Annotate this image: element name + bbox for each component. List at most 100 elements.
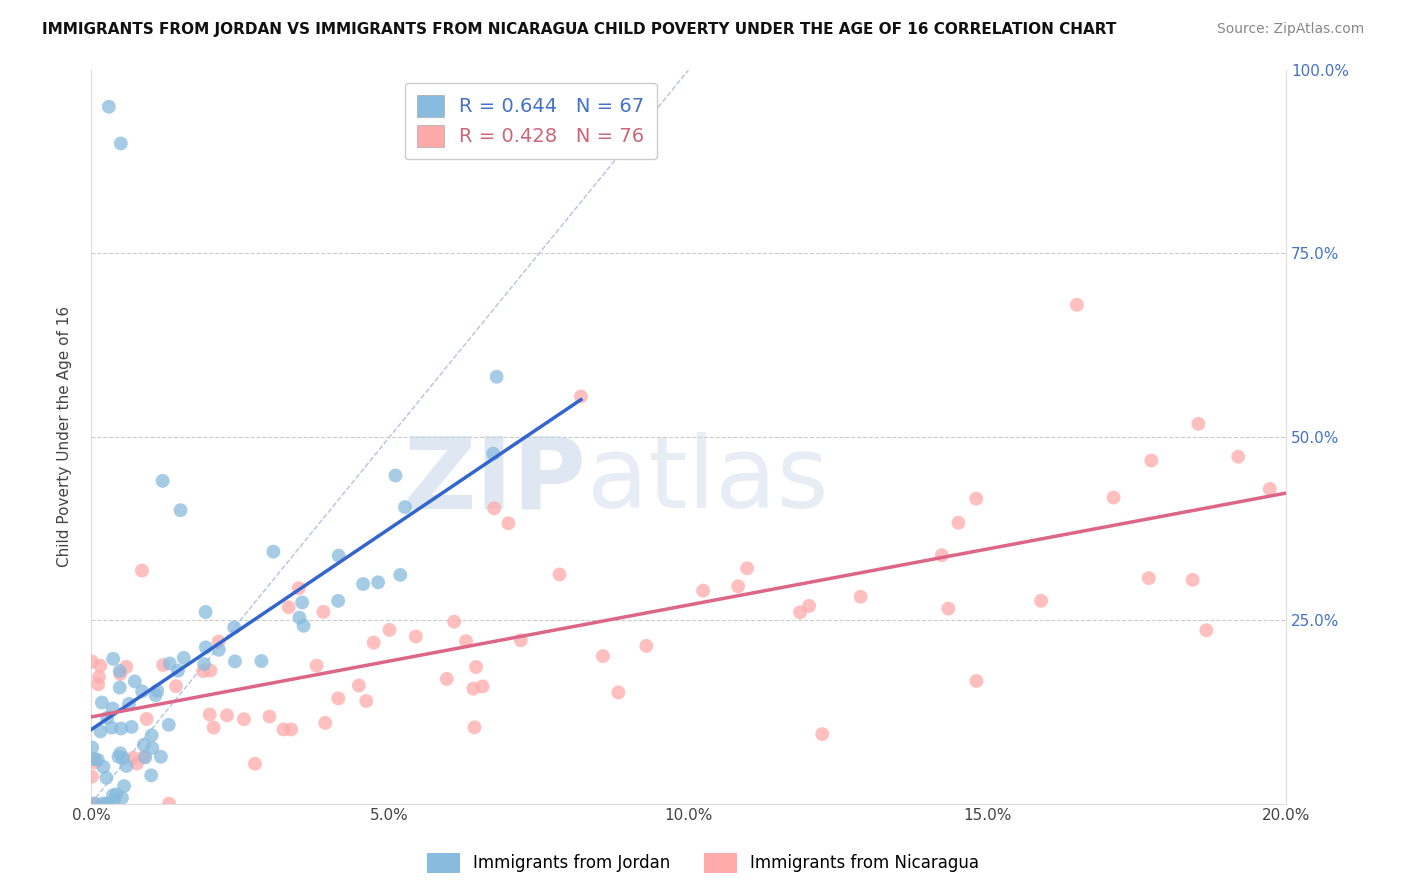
Immigrants from Jordan (97, 100, 120, 114)
Text: Source: ZipAtlas.com: Source: ZipAtlas.com (1216, 22, 1364, 37)
Immigrants from Nicaragua (931, 548, 953, 562)
Immigrants from Nicaragua (328, 691, 350, 706)
Immigrants from Nicaragua (965, 491, 987, 506)
Immigrants from Jordan (141, 741, 163, 756)
Immigrants from Jordan (141, 728, 163, 742)
Immigrants from Jordan (134, 750, 156, 764)
Immigrants from Jordan (110, 136, 132, 151)
Immigrants from Nicaragua (243, 756, 266, 771)
Immigrants from Jordan (291, 595, 314, 609)
Immigrants from Nicaragua (1140, 453, 1163, 467)
Immigrants from Jordan (485, 369, 508, 384)
Immigrants from Jordan (384, 468, 406, 483)
Immigrants from Nicaragua (936, 601, 959, 615)
Immigrants from Jordan (152, 474, 174, 488)
Immigrants from Jordan (93, 760, 115, 774)
Immigrants from Nicaragua (125, 756, 148, 771)
Immigrants from Jordan (90, 696, 112, 710)
Immigrants from Nicaragua (312, 605, 335, 619)
Immigrants from Nicaragua (277, 600, 299, 615)
Immigrants from Jordan (83, 797, 105, 811)
Immigrants from Nicaragua (232, 712, 254, 726)
Immigrants from Jordan (394, 500, 416, 515)
Immigrants from Nicaragua (443, 615, 465, 629)
Immigrants from Nicaragua (354, 694, 377, 708)
Immigrants from Jordan (208, 642, 231, 657)
Immigrants from Nicaragua (509, 633, 531, 648)
Immigrants from Jordan (250, 654, 273, 668)
Immigrants from Nicaragua (1137, 571, 1160, 585)
Immigrants from Jordan (224, 620, 246, 634)
Immigrants from Nicaragua (692, 583, 714, 598)
Immigrants from Jordan (328, 549, 350, 563)
Immigrants from Nicaragua (191, 664, 214, 678)
Immigrants from Nicaragua (1102, 491, 1125, 505)
Immigrants from Jordan (101, 701, 124, 715)
Immigrants from Jordan (94, 797, 117, 811)
Immigrants from Nicaragua (948, 516, 970, 530)
Immigrants from Nicaragua (259, 709, 281, 723)
Immigrants from Jordan (146, 683, 169, 698)
Immigrants from Nicaragua (200, 664, 222, 678)
Immigrants from Jordan (112, 779, 135, 793)
Immigrants from Nicaragua (89, 658, 111, 673)
Immigrants from Nicaragua (152, 658, 174, 673)
Immigrants from Nicaragua (280, 723, 302, 737)
Immigrants from Jordan (169, 503, 191, 517)
Immigrants from Jordan (110, 722, 132, 736)
Immigrants from Nicaragua (498, 516, 520, 531)
Immigrants from Jordan (110, 747, 132, 761)
Immigrants from Nicaragua (87, 670, 110, 684)
Immigrants from Jordan (83, 752, 105, 766)
Immigrants from Nicaragua (1258, 482, 1281, 496)
Immigrants from Nicaragua (569, 389, 592, 403)
Text: atlas: atlas (586, 433, 828, 529)
Immigrants from Jordan (108, 664, 131, 678)
Immigrants from Nicaragua (273, 723, 295, 737)
Immigrants from Jordan (288, 610, 311, 624)
Immigrants from Nicaragua (363, 635, 385, 649)
Immigrants from Nicaragua (1181, 573, 1204, 587)
Immigrants from Nicaragua (636, 639, 658, 653)
Immigrants from Jordan (111, 790, 134, 805)
Immigrants from Nicaragua (849, 590, 872, 604)
Immigrants from Jordan (101, 788, 124, 802)
Immigrants from Nicaragua (735, 561, 758, 575)
Immigrants from Nicaragua (1187, 417, 1209, 431)
Immigrants from Nicaragua (607, 685, 630, 699)
Immigrants from Nicaragua (592, 649, 614, 664)
Immigrants from Nicaragua (207, 634, 229, 648)
Immigrants from Nicaragua (84, 797, 107, 811)
Immigrants from Jordan (194, 640, 217, 655)
Immigrants from Jordan (103, 794, 125, 808)
Immigrants from Nicaragua (454, 634, 477, 648)
Immigrants from Jordan (173, 651, 195, 665)
Y-axis label: Child Poverty Under the Age of 16: Child Poverty Under the Age of 16 (58, 306, 72, 567)
Immigrants from Nicaragua (80, 655, 103, 669)
Text: ZIP: ZIP (404, 433, 586, 529)
Immigrants from Nicaragua (132, 750, 155, 764)
Immigrants from Jordan (262, 544, 284, 558)
Immigrants from Jordan (115, 759, 138, 773)
Immigrants from Nicaragua (215, 708, 238, 723)
Immigrants from Nicaragua (548, 567, 571, 582)
Legend: R = 0.644   N = 67, R = 0.428   N = 76: R = 0.644 N = 67, R = 0.428 N = 76 (405, 83, 657, 160)
Immigrants from Jordan (107, 749, 129, 764)
Immigrants from Nicaragua (405, 630, 427, 644)
Immigrants from Nicaragua (87, 677, 110, 691)
Immigrants from Jordan (121, 720, 143, 734)
Immigrants from Nicaragua (811, 727, 834, 741)
Immigrants from Jordan (149, 749, 172, 764)
Text: IMMIGRANTS FROM JORDAN VS IMMIGRANTS FROM NICARAGUA CHILD POVERTY UNDER THE AGE : IMMIGRANTS FROM JORDAN VS IMMIGRANTS FRO… (42, 22, 1116, 37)
Immigrants from Jordan (96, 711, 118, 725)
Immigrants from Jordan (482, 447, 505, 461)
Immigrants from Jordan (224, 654, 246, 668)
Immigrants from Nicaragua (347, 679, 370, 693)
Immigrants from Jordan (97, 797, 120, 811)
Immigrants from Nicaragua (789, 605, 811, 619)
Immigrants from Nicaragua (465, 660, 488, 674)
Immigrants from Jordan (91, 797, 114, 811)
Immigrants from Jordan (124, 674, 146, 689)
Immigrants from Jordan (292, 619, 315, 633)
Immigrants from Nicaragua (157, 797, 180, 811)
